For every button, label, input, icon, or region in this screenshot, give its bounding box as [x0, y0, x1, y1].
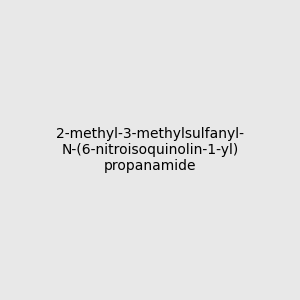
Text: 2-methyl-3-methylsulfanyl-
N-(6-nitroisoquinolin-1-yl)
propanamide: 2-methyl-3-methylsulfanyl- N-(6-nitroiso… — [56, 127, 244, 173]
